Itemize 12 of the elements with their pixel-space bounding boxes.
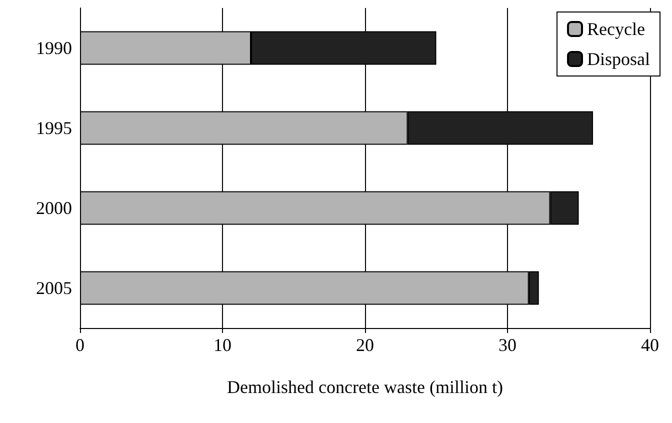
x-tick-label: 10: [214, 335, 232, 355]
x-tick-label: 40: [641, 335, 659, 355]
legend-label: Disposal: [587, 49, 650, 69]
y-tick-label: 2005: [36, 278, 72, 298]
x-tick-label: 30: [498, 335, 516, 355]
y-tick-label: 1995: [36, 118, 72, 138]
y-tick-label: 1990: [36, 38, 72, 58]
legend-label: Recycle: [587, 19, 645, 39]
x-tick-label: 20: [356, 335, 374, 355]
x-tick-label: 0: [76, 335, 84, 355]
x-axis-title: Demolished concrete waste (million t): [227, 377, 503, 397]
y-tick-label: 2000: [36, 198, 72, 218]
